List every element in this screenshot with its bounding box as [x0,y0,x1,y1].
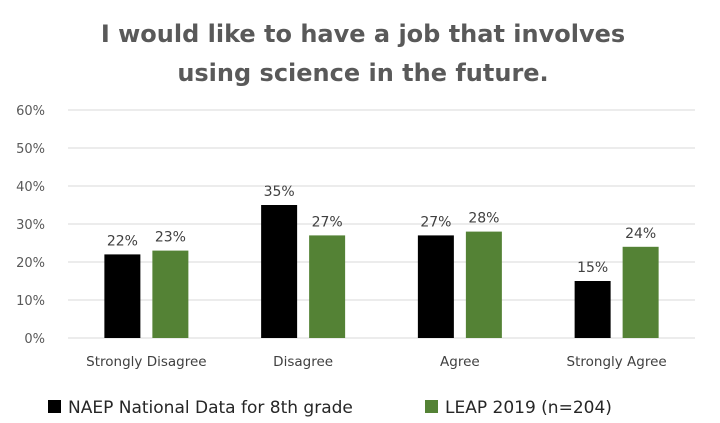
data-label: 24% [625,226,656,242]
y-tick-label: 10% [16,294,45,309]
data-label: 27% [312,214,343,230]
data-label: 28% [468,211,499,227]
legend-swatch [48,400,61,413]
bar [104,254,141,338]
bars [104,205,659,338]
bar [309,235,346,338]
bar [417,235,454,338]
data-label: 23% [155,230,186,246]
category-label: Disagree [273,354,333,370]
legend-label: NAEP National Data for 8th grade [68,398,353,418]
chart-title-line-1: I would like to have a job that involves [101,20,625,48]
bar [574,281,611,338]
data-label: 22% [107,233,138,249]
category-labels: Strongly Disagree Disagree Agree Strongly A… [86,354,667,370]
bar [622,246,659,338]
legend: NAEP National Data for 8th grade LEAP 201… [48,398,612,418]
y-tick-label: 50% [16,142,45,157]
legend-swatch [425,400,438,413]
y-tick-label: 40% [16,180,45,195]
category-label: Agree [440,354,480,370]
y-tick-label: 30% [16,218,45,233]
bar [465,231,502,338]
category-label: Strongly Disagree [86,354,206,370]
data-label: 27% [420,214,451,230]
y-axis-ticks: 0% 10% 20% 30% 40% 50% 60% [16,104,45,347]
y-tick-label: 60% [16,104,45,119]
y-tick-label: 0% [24,332,45,347]
chart-title-line-2: using science in the future. [177,59,548,87]
bar [261,205,298,338]
data-labels: 22% 23% 35% 27% 27% 28% 15% 24% [107,184,656,276]
data-label: 35% [264,184,295,200]
category-label: Strongly Agree [567,354,667,370]
legend-label: LEAP 2019 (n=204) [445,398,612,418]
data-label: 15% [577,260,608,276]
bar [152,250,189,338]
y-tick-label: 20% [16,256,45,271]
